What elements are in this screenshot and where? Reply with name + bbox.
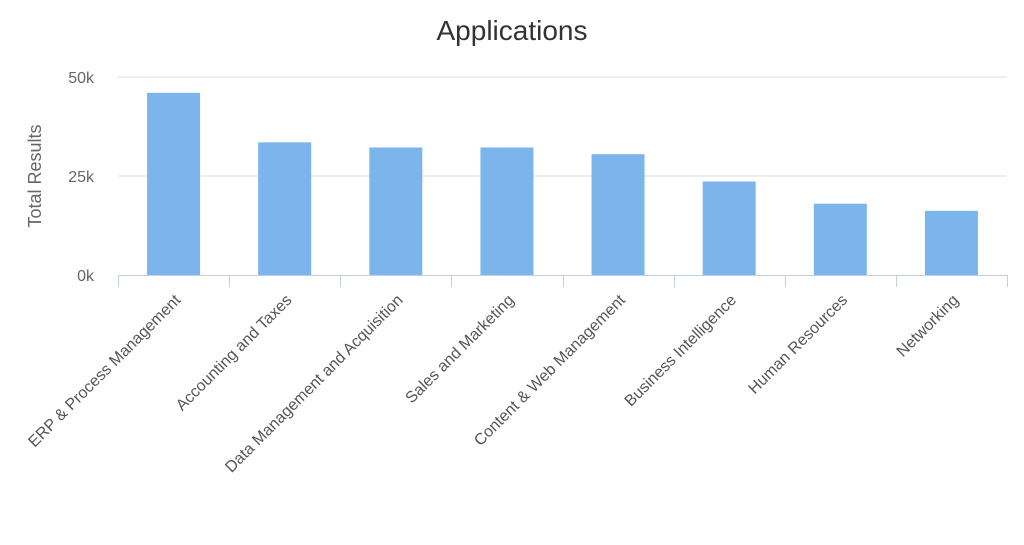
x-category-label: ERP & Process Management <box>25 291 184 450</box>
bars <box>147 92 978 275</box>
grid-lines <box>118 76 1007 177</box>
x-category-label: Sales and Marketing <box>403 292 518 407</box>
y-tick-label: 25k <box>68 169 95 186</box>
x-axis-ticks <box>118 275 1008 287</box>
bar[interactable] <box>924 210 978 275</box>
x-category-label: Data Management and Acquisition <box>222 292 406 476</box>
bar[interactable] <box>369 147 423 275</box>
y-tick-label: 0k <box>77 268 95 285</box>
bar[interactable] <box>702 181 756 275</box>
x-category-label: Human Resources <box>745 292 851 398</box>
x-category-label: Accounting and Taxes <box>173 292 296 415</box>
bar[interactable] <box>591 154 645 275</box>
chart-title: Applications <box>437 15 588 46</box>
bar[interactable] <box>813 203 867 275</box>
y-tick-label: 50k <box>68 70 95 87</box>
y-axis-title: Total Results <box>25 124 45 227</box>
x-category-label: Networking <box>894 292 963 361</box>
bar[interactable] <box>147 92 201 275</box>
x-category-label: Business Intelligence <box>622 292 740 410</box>
y-axis-ticks: 0k 25k 50k <box>68 70 95 285</box>
bar[interactable] <box>258 142 312 275</box>
bar[interactable] <box>480 147 534 275</box>
